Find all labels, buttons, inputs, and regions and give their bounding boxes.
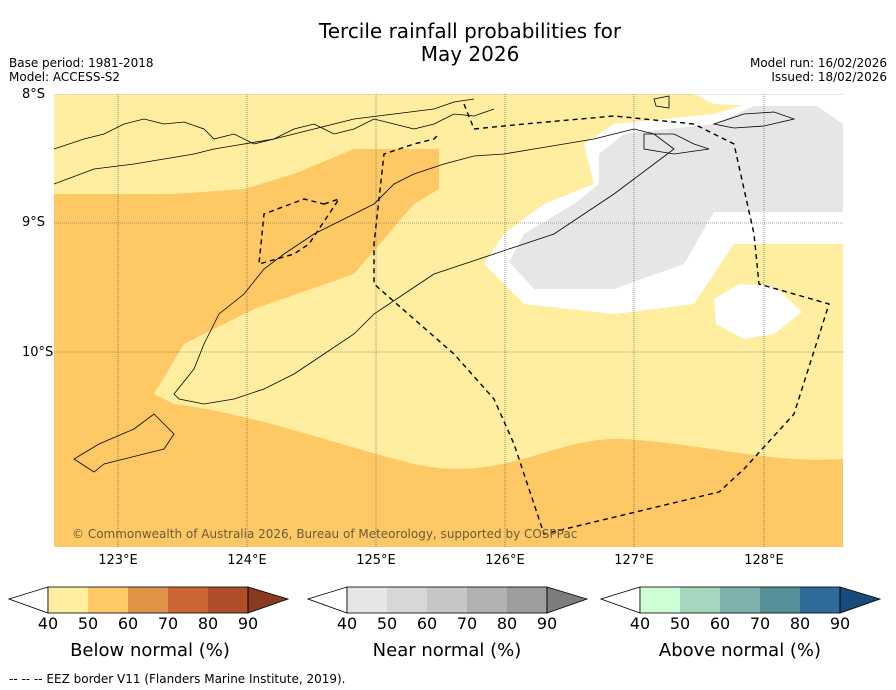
colorbar-segment	[347, 587, 387, 613]
colorbar-segment	[427, 587, 467, 613]
tick: 50	[77, 614, 99, 633]
colorbar-segment	[168, 587, 208, 613]
colorbar-segment	[507, 587, 547, 613]
tick: 60	[709, 614, 731, 633]
map-canvas	[54, 94, 843, 547]
tick: 70	[749, 614, 771, 633]
meta-right: Model run: 16/02/2026 Issued: 18/02/2026	[750, 56, 887, 84]
colorbar-segment	[48, 587, 88, 613]
tick: 40	[37, 614, 59, 633]
colorbar-segment	[387, 587, 427, 613]
lon-label-123e: 123°E	[98, 553, 138, 568]
lon-label-126e: 126°E	[485, 553, 525, 568]
tick: 80	[496, 614, 518, 633]
lat-label-10s: 10°S	[22, 345, 54, 360]
graticule	[54, 94, 843, 547]
map-title: Tercile rainfall probabilities for May 2…	[0, 20, 896, 66]
tick: 90	[536, 614, 558, 633]
base-period: Base period: 1981-2018	[9, 56, 154, 70]
colorbar-above-normal	[600, 586, 882, 614]
colorbar-label-near: Near normal (%)	[372, 640, 522, 661]
tick: 60	[416, 614, 438, 633]
semau-island	[73, 413, 175, 473]
title-line-1: Tercile rainfall probabilities for	[318, 19, 622, 43]
eez-border	[258, 103, 830, 535]
colorbar-segment	[800, 587, 840, 613]
lat-label-9s: 9°S	[22, 215, 46, 230]
eez-footnote: -- -- -- EEZ border V11 (Flanders Marine…	[9, 672, 346, 686]
model-run: Model run: 16/02/2026	[749, 56, 887, 70]
tick: 50	[669, 614, 691, 633]
colorbar-label-below: Below normal (%)	[70, 640, 230, 661]
copyright-notice: © Commonwealth of Australia 2026, Bureau…	[72, 527, 578, 541]
meta-left: Base period: 1981-2018 Model: ACCESS-S2	[9, 56, 154, 84]
top-right-white	[694, 94, 843, 124]
tick: 80	[789, 614, 811, 633]
lon-label-128e: 128°E	[744, 553, 784, 568]
model-name: Model: ACCESS-S2	[9, 70, 121, 84]
lon-label-125e: 125°E	[356, 553, 396, 568]
tick: 70	[157, 614, 179, 633]
wetar-island	[643, 133, 710, 155]
colorbar-segment	[128, 587, 168, 613]
colorbar-near-normal	[307, 586, 589, 614]
tick: 90	[237, 614, 259, 633]
coastlines	[54, 95, 796, 473]
lon-label-124e: 124°E	[227, 553, 267, 568]
tick: 40	[336, 614, 358, 633]
colorbar-below-normal	[8, 586, 290, 614]
colorbar-segment	[208, 587, 248, 613]
colorbar-label-above: Above normal (%)	[658, 640, 822, 661]
white-patch	[714, 284, 802, 339]
colorbar-segment	[760, 587, 800, 613]
near-normal-40-50-region	[509, 106, 843, 289]
tick: 50	[376, 614, 398, 633]
colorbar-segment	[467, 587, 507, 613]
tick: 80	[197, 614, 219, 633]
lat-label-8s: 8°S	[22, 87, 46, 102]
issued-date: Issued: 18/02/2026	[771, 70, 887, 84]
colorbar-segment	[640, 587, 680, 613]
colorbar-segment	[88, 587, 128, 613]
tick: 70	[456, 614, 478, 633]
tick: 40	[629, 614, 651, 633]
tick: 90	[829, 614, 851, 633]
lon-label-127e: 127°E	[614, 553, 654, 568]
tick: 60	[117, 614, 139, 633]
colorbar-segment	[680, 587, 720, 613]
colorbar-segment	[720, 587, 760, 613]
title-line-2: May 2026	[420, 42, 520, 66]
